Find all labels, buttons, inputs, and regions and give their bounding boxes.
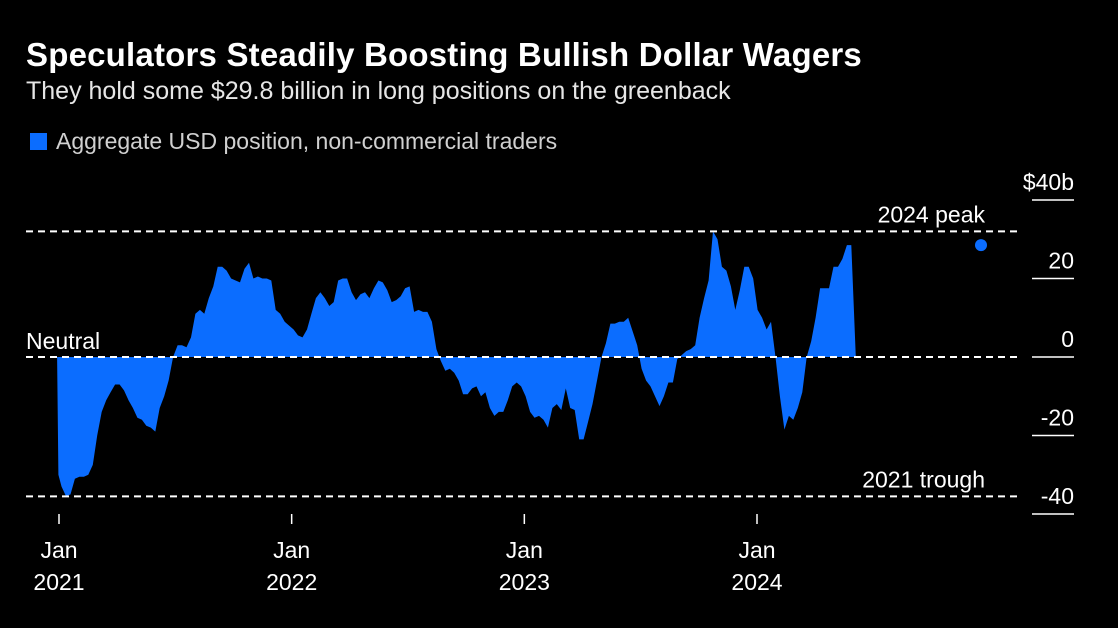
series-area — [57, 231, 856, 497]
y-tick-label-3: -20 — [1041, 405, 1074, 431]
x-tick-label-month-3: Jan — [738, 537, 775, 563]
x-tick-label-year-3: 2024 — [731, 569, 782, 595]
x-tick-label-month-0: Jan — [40, 537, 77, 563]
endpoint-marker — [975, 239, 987, 252]
y-tick-label-0: $40b — [1023, 169, 1074, 195]
reference-label-0: 2024 peak — [878, 201, 986, 227]
chart-legend: Aggregate USD position, non-commercial t… — [30, 128, 557, 155]
y-tick-label-2: 0 — [1061, 326, 1074, 352]
x-tick-label-year-2: 2023 — [499, 569, 550, 595]
chart-title: Speculators Steadily Boosting Bullish Do… — [26, 36, 862, 73]
x-tick-label-month-2: Jan — [506, 537, 543, 563]
y-tick-label-1: 20 — [1048, 248, 1074, 274]
reference-label-1: Neutral — [26, 328, 100, 354]
legend-label: Aggregate USD position, non-commercial t… — [56, 128, 558, 154]
reference-label-2: 2021 trough — [862, 466, 985, 492]
x-tick-label-year-0: 2021 — [33, 569, 84, 595]
x-tick-label-month-1: Jan — [273, 537, 310, 563]
x-tick-label-year-1: 2022 — [266, 569, 317, 595]
legend-swatch — [30, 133, 47, 150]
chart-subtitle: They hold some $29.8 billion in long pos… — [26, 77, 731, 105]
y-tick-label-4: -40 — [1041, 483, 1074, 509]
